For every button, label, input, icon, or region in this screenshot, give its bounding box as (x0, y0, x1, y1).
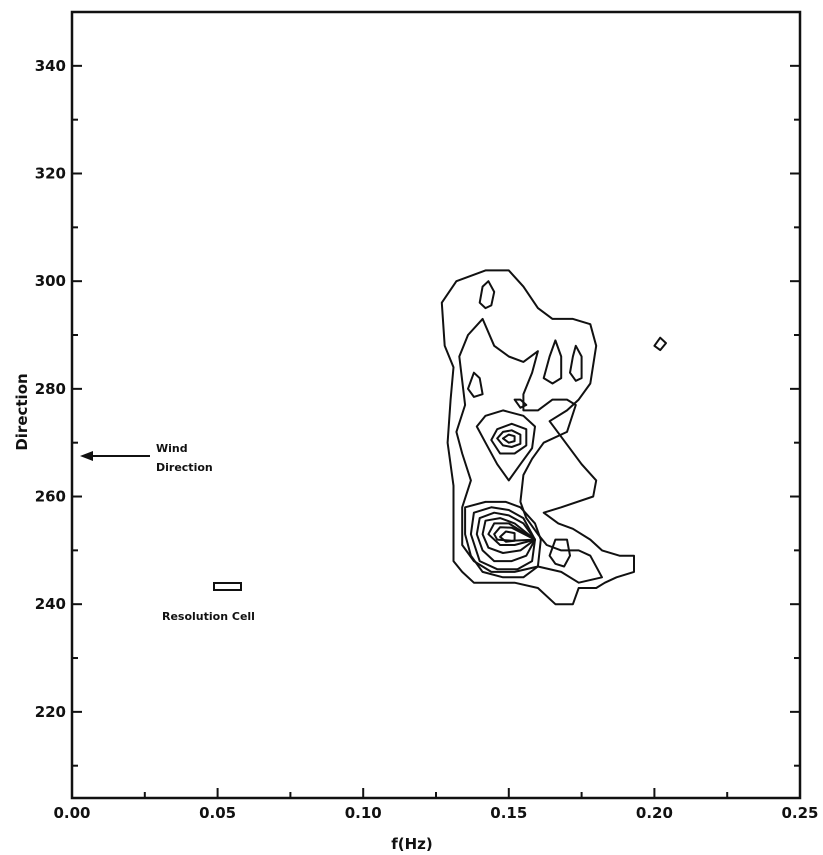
y-tick-label: 320 (35, 165, 66, 183)
contour-line-level-4 (490, 422, 528, 455)
contour-line-level-2 (478, 280, 496, 310)
x-tick-label: 0.25 (781, 804, 818, 822)
contour-line-level-1 (653, 336, 667, 352)
contour-lines (440, 269, 667, 606)
x-tick-label: 0.05 (199, 804, 236, 822)
axis-ticks: 0.00 0.05 0.10 0.15 0.20 0.25 220 240 260 280 300 3… (35, 57, 819, 822)
plot-frame (70, 10, 802, 800)
contour-line-level-8 (493, 526, 536, 542)
contour-line-level-3 (475, 409, 536, 482)
contour-line-level-2 (455, 317, 603, 584)
annotations: Wind Direction Resolution Cell (80, 442, 255, 623)
y-tick-label: 240 (35, 595, 66, 613)
y-tick-label: 300 (35, 272, 66, 290)
contour-line-level-2 (542, 339, 563, 385)
contour-line-level-3 (464, 500, 542, 579)
x-tick-label: 0.00 (53, 804, 90, 822)
contour-line-level-2 (548, 538, 571, 568)
contour-line-level-6 (502, 433, 516, 444)
x-tick-label: 0.15 (490, 804, 527, 822)
resolution-cell-label: Resolution Cell (162, 610, 255, 623)
y-tick-label: 280 (35, 380, 66, 398)
contour-line-level-2 (569, 344, 583, 382)
y-tick-label: 260 (35, 488, 66, 506)
y-axis-title: Direction (13, 373, 31, 450)
y-tick-label: 220 (35, 703, 66, 721)
y-tick-label: 340 (35, 57, 66, 75)
wind-direction-label-line1: Wind (156, 442, 188, 455)
x-tick-label: 0.20 (636, 804, 673, 822)
contour-line-level-9 (499, 530, 516, 543)
wind-direction-label-line2: Direction (156, 461, 213, 474)
resolution-cell-box (213, 582, 242, 591)
contour-line-level-1 (440, 269, 635, 606)
wind-direction-arrowhead (80, 451, 93, 461)
contour-line-level-2 (467, 371, 484, 398)
contour-line-level-1 (513, 398, 528, 409)
contour-line-level-5 (496, 429, 522, 448)
x-axis-title: f(Hz) (391, 835, 433, 853)
x-tick-label: 0.10 (345, 804, 382, 822)
